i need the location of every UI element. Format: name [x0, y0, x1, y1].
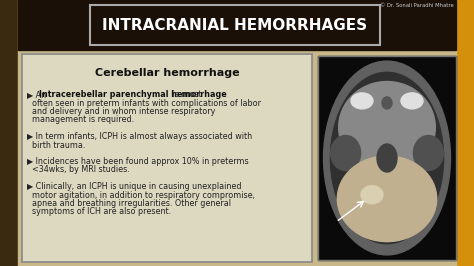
Text: and delivery and in whom intense respiratory: and delivery and in whom intense respira… — [27, 107, 215, 116]
Text: ▶ In term infants, ICPH is almost always associated with: ▶ In term infants, ICPH is almost always… — [27, 132, 252, 141]
Text: INTRACRANIAL HEMORRHAGES: INTRACRANIAL HEMORRHAGES — [102, 18, 367, 32]
Ellipse shape — [337, 156, 437, 242]
Text: <34wks, by MRI studies.: <34wks, by MRI studies. — [27, 165, 130, 174]
Text: often seen in preterm infants with complications of labor: often seen in preterm infants with compl… — [27, 98, 261, 107]
Text: ▶ An: ▶ An — [27, 90, 49, 99]
Bar — [318, 56, 456, 260]
Bar — [0, 0, 18, 266]
Ellipse shape — [351, 93, 373, 109]
Ellipse shape — [377, 144, 397, 172]
Text: management is required.: management is required. — [27, 115, 134, 124]
Bar — [18, 0, 456, 50]
FancyBboxPatch shape — [22, 54, 312, 262]
Text: Intracerebellar parenchymal hemorrhage: Intracerebellar parenchymal hemorrhage — [39, 90, 227, 99]
Text: Cerebellar hemorrhage: Cerebellar hemorrhage — [95, 68, 239, 78]
Bar — [318, 56, 456, 260]
Ellipse shape — [361, 186, 383, 204]
Text: apnea and breathing irregularities. Other general: apnea and breathing irregularities. Othe… — [27, 199, 231, 208]
Bar — [456, 0, 474, 266]
Ellipse shape — [330, 135, 361, 171]
Text: is most: is most — [170, 90, 201, 99]
Text: ▶ Clinically, an ICPH is unique in causing unexplained: ▶ Clinically, an ICPH is unique in causi… — [27, 182, 241, 191]
Text: birth trauma.: birth trauma. — [27, 140, 85, 149]
Ellipse shape — [330, 72, 444, 244]
Text: motor agitation, in addition to respiratory compromise,: motor agitation, in addition to respirat… — [27, 190, 255, 200]
Ellipse shape — [401, 93, 423, 109]
Ellipse shape — [339, 81, 435, 173]
Ellipse shape — [324, 61, 450, 255]
Ellipse shape — [413, 135, 443, 171]
Text: ▶ Incidences have been found approx 10% in preterms: ▶ Incidences have been found approx 10% … — [27, 157, 249, 166]
Text: symptoms of ICH are also present.: symptoms of ICH are also present. — [27, 207, 171, 217]
Ellipse shape — [382, 97, 392, 109]
Text: © Dr. Sonali Paradhi Mhatre: © Dr. Sonali Paradhi Mhatre — [380, 3, 454, 8]
